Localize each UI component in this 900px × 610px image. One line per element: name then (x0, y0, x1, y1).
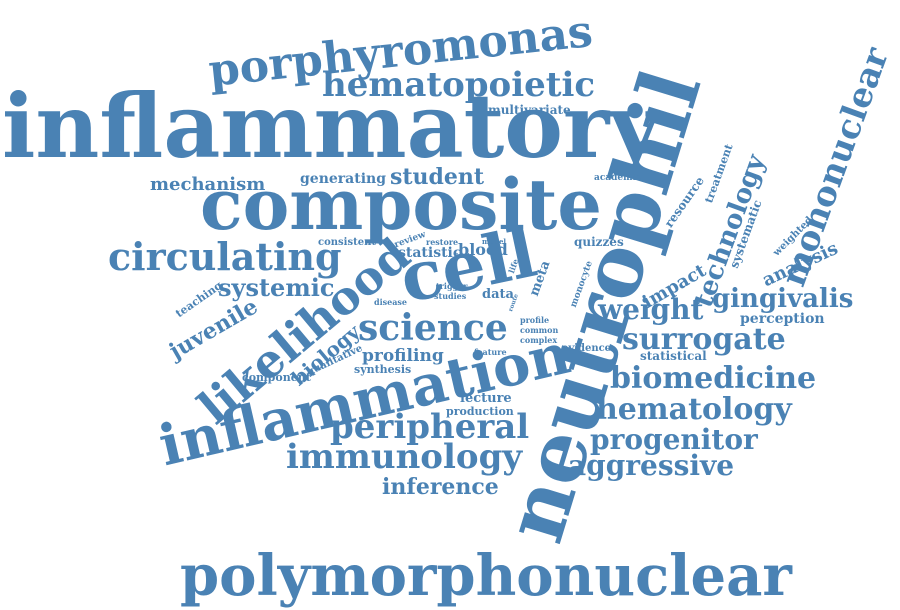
word-aggressive: aggressive (568, 449, 735, 482)
word-multivariate: multivariate (488, 103, 571, 117)
word-component: component (242, 371, 311, 384)
word-progenitor: progenitor (590, 423, 758, 456)
word-evidence: evidence (562, 343, 612, 354)
word-synthesis: synthesis (354, 363, 412, 376)
word-immunology: immunology (286, 437, 523, 477)
word-consistent: consistent (318, 237, 376, 248)
word-composite: composite (200, 163, 602, 246)
word-model: model (482, 237, 507, 246)
word-profiling: profiling (362, 346, 444, 366)
word-quizzes: quizzes (574, 235, 624, 249)
word-inference: inference (382, 474, 499, 500)
word-common: common (520, 325, 559, 335)
word-hematopoietic: hematopoietic (322, 65, 596, 105)
word-science: science (358, 307, 508, 349)
word-surrogate: surrogate (622, 322, 786, 357)
word-peripheral: peripheral (330, 407, 530, 447)
word-basic: basic (456, 253, 474, 260)
word-profile: profile (520, 315, 550, 325)
word-disease: disease (374, 297, 408, 307)
word-data: data (482, 287, 514, 302)
word-trigger: trigger (436, 281, 468, 291)
word-studies: studies (434, 291, 467, 301)
word-statistical: statistical (640, 349, 707, 363)
word-production: production (446, 405, 514, 418)
word-weight: weight (598, 293, 704, 326)
word-polymorphonuclear: polymorphonuclear (180, 543, 792, 609)
word-complex: complex (520, 335, 558, 345)
word-lecture: lecture (460, 391, 512, 406)
word-hematology: hematology (596, 392, 792, 427)
word-inflammatory: inflammatory (2, 74, 661, 178)
word-restore: restore (426, 237, 459, 247)
word-biomedicine: biomedicine (610, 361, 817, 396)
word-systemic: systemic (218, 273, 335, 302)
word-academic: academic (594, 173, 642, 183)
word-feature: feature (474, 347, 507, 357)
word-mechanism: mechanism (150, 174, 266, 195)
word-blood: blood (458, 240, 508, 259)
word-generating: generating (300, 171, 386, 187)
word-statistic: statistic (398, 245, 462, 261)
word-gingivalis: gingivalis (712, 284, 854, 314)
word-student: student (390, 164, 485, 190)
word-circulating: circulating (108, 234, 342, 279)
word-perception: perception (740, 311, 825, 327)
